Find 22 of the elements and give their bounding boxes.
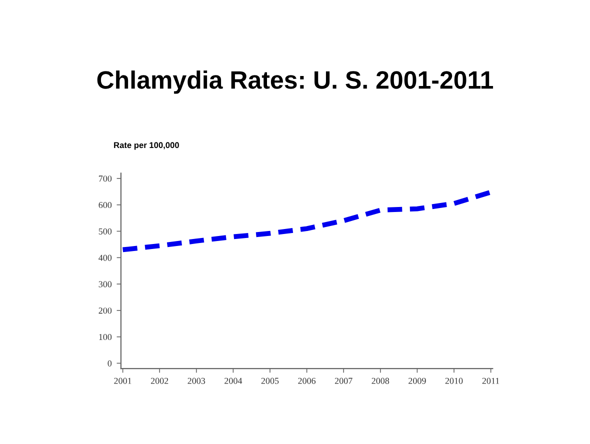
x-tick-label: 2009 (408, 378, 426, 384)
x-tick-label: 2011 (482, 378, 500, 384)
x-tick-label: 2006 (298, 378, 316, 384)
line-series (120, 190, 493, 252)
y-axis-title: Rate per 100,000 (114, 142, 179, 150)
x-tick-label: 2005 (261, 378, 279, 384)
y-tick-label: 500 (98, 228, 112, 234)
x-tick-label: 2004 (224, 378, 242, 384)
x-tick-label: 2003 (188, 378, 206, 384)
x-tick-label: 2002 (150, 378, 168, 384)
y-tick-label: 100 (99, 334, 112, 340)
x-tick-label: 2008 (372, 378, 390, 384)
y-tick-label: 200 (98, 308, 112, 314)
x-tick-label: 2007 (334, 378, 352, 384)
y-tick-label: 400 (98, 254, 112, 261)
y-tick-label: 300 (98, 281, 112, 288)
x-tick-label: 2001 (114, 378, 132, 384)
x-tick-label: 2010 (445, 378, 463, 384)
y-tick-label: 700 (98, 176, 112, 182)
y-tick-label: 0 (108, 360, 112, 366)
chart-title: Chlamydia Rates: U. S. 2001-2011 (97, 70, 494, 94)
y-tick-label: 600 (98, 202, 112, 208)
